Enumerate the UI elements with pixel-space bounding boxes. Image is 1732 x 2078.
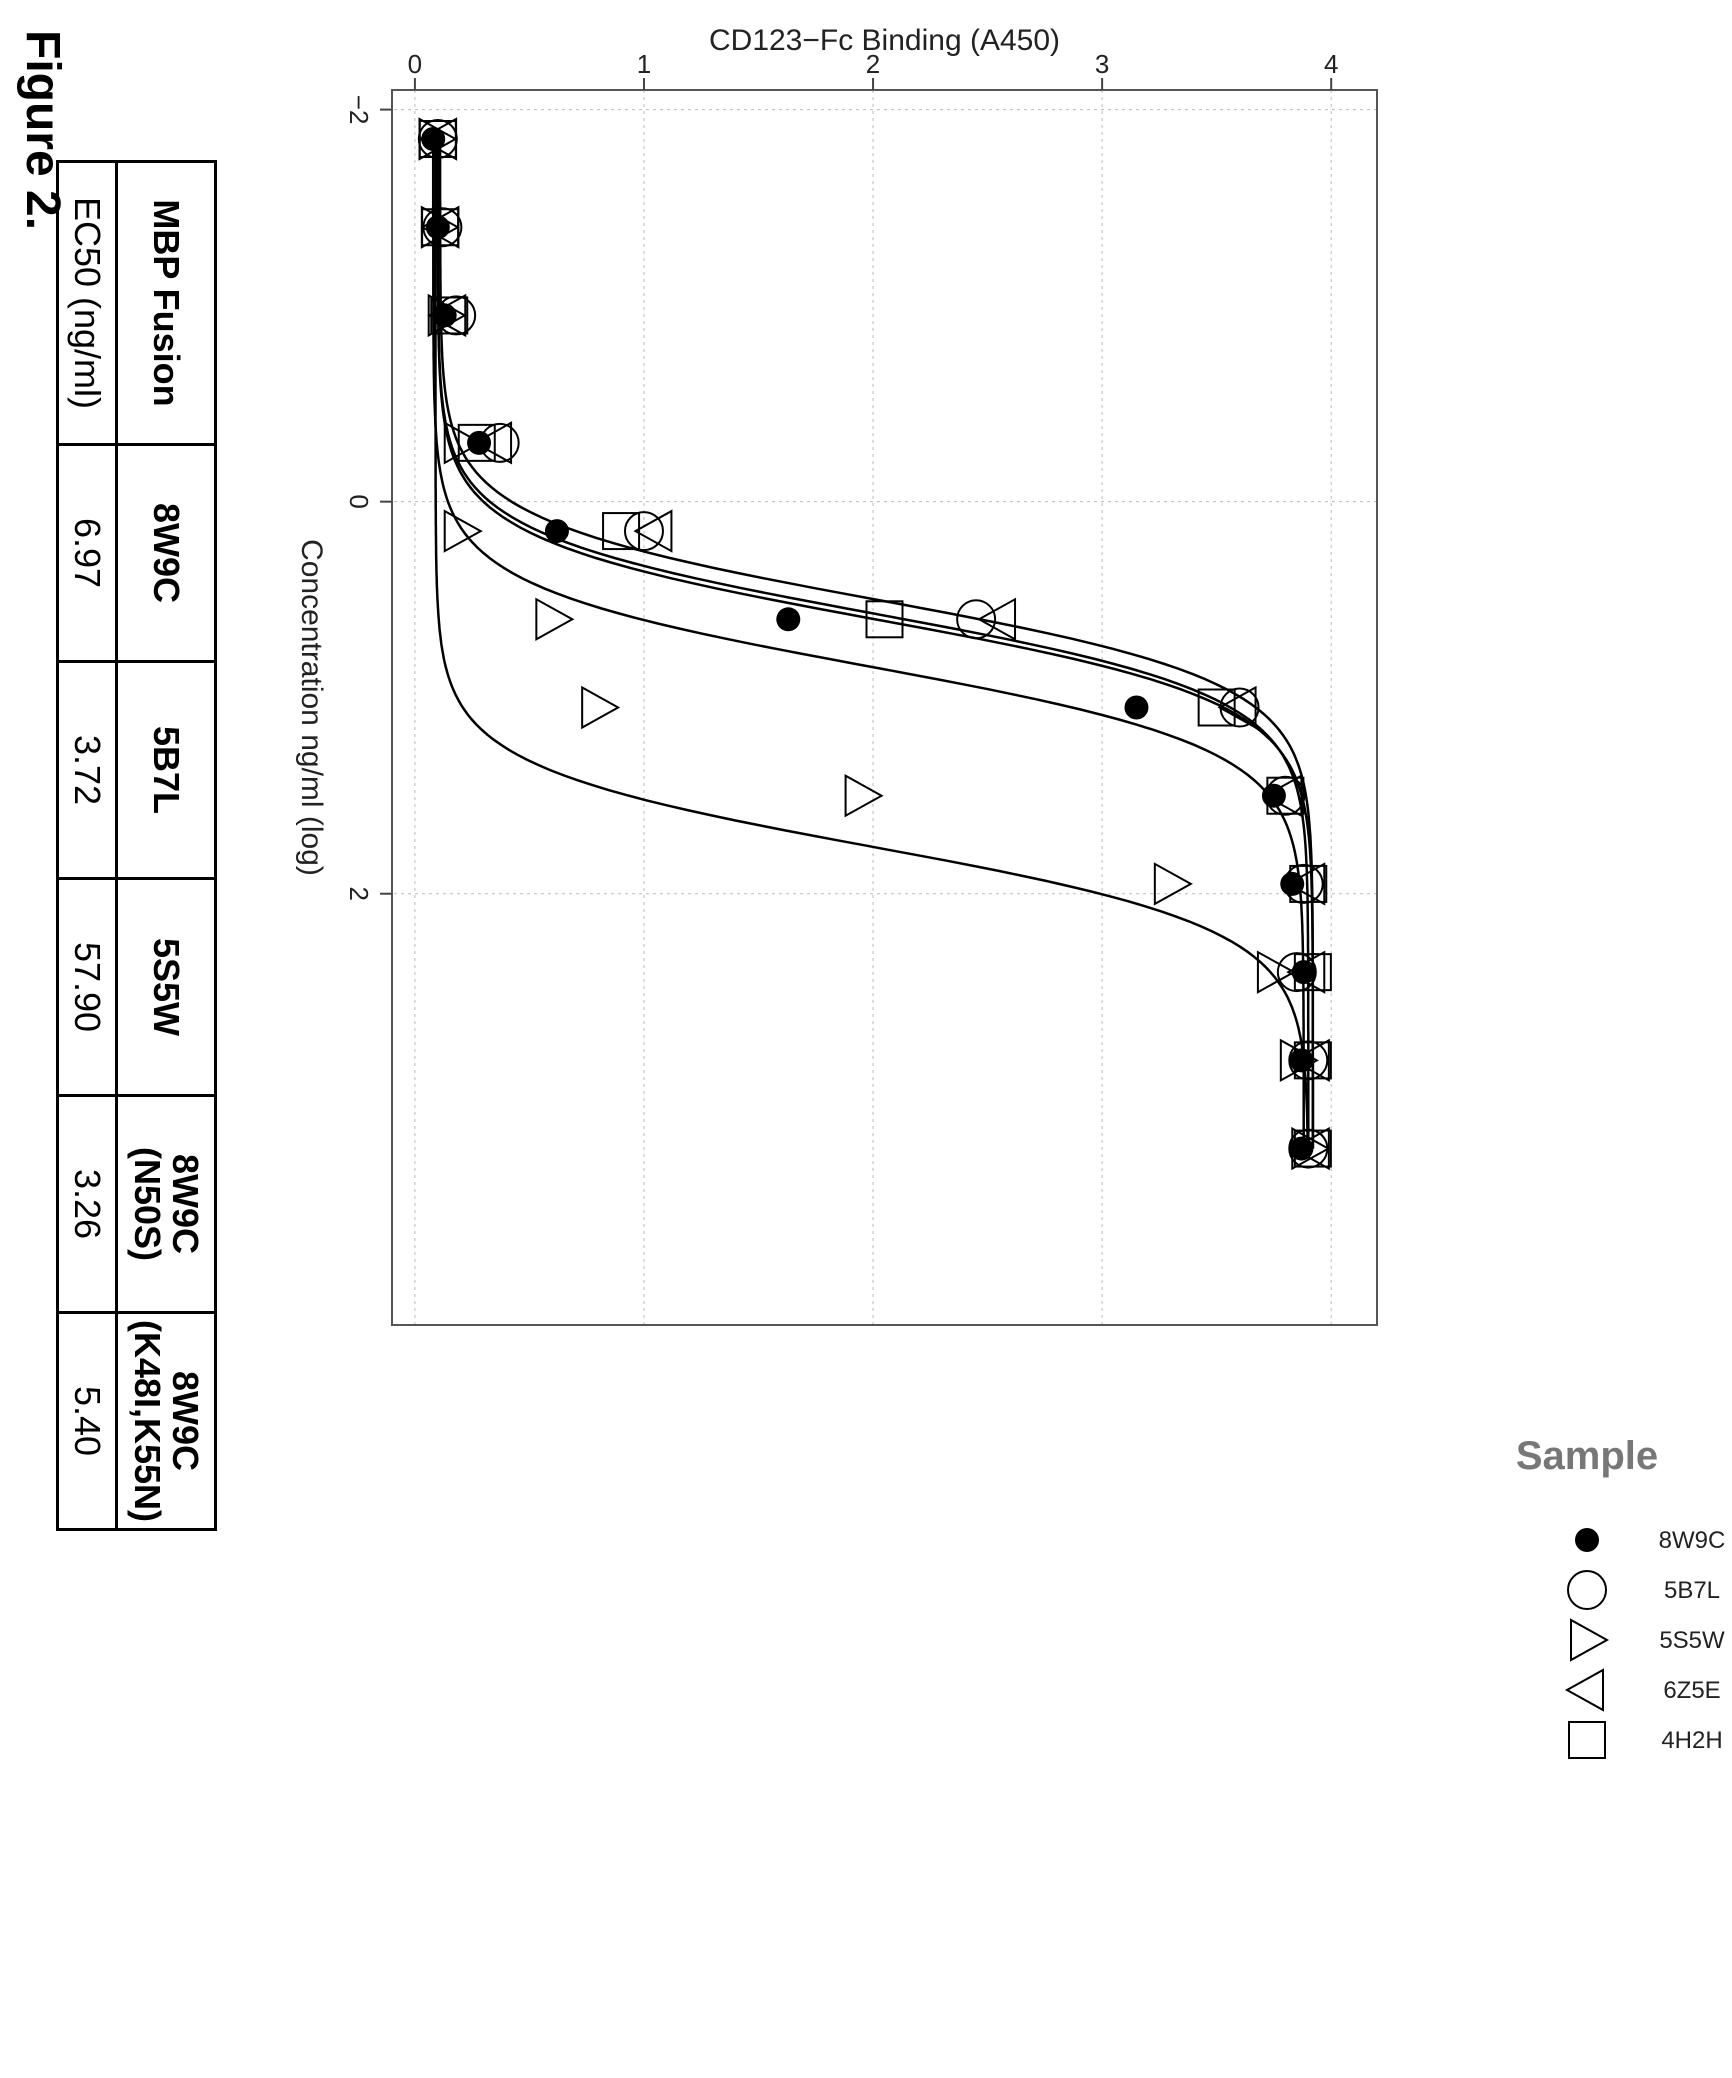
data-point [421, 208, 460, 247]
data-point [976, 597, 1017, 641]
legend-entry-label: 4H2H [1661, 1727, 1722, 1754]
table-value-row: EC50 (ng/ml) 6.97 3.72 57.90 3.26 5.40 [57, 161, 117, 1530]
data-point [1289, 864, 1328, 903]
legend-entry-label: 5S5W [1659, 1627, 1725, 1654]
data-point [1256, 950, 1296, 994]
data-point [430, 296, 469, 335]
table-header-label: MBP Fusion [116, 161, 216, 445]
table-header-cell: 8W9C (N50S) [116, 1095, 216, 1313]
data-point [1286, 862, 1326, 906]
table-header-row: MBP Fusion 8W9C 5B7L 5S5W 8W9C (N50S) 8W9C (K48… [116, 161, 216, 1530]
data-point [1293, 1129, 1332, 1168]
y-axis-label: CD123−Fc Binding (A450) [709, 24, 1060, 57]
data-point [427, 293, 467, 338]
x-tick-label: 2 [344, 886, 374, 900]
data-point [1290, 1038, 1330, 1083]
legend-marker [1567, 1570, 1607, 1610]
data-point [1293, 953, 1332, 992]
data-point [1290, 1126, 1330, 1171]
data-point [421, 127, 446, 152]
fit-curve [436, 139, 1315, 1149]
data-point [865, 600, 904, 639]
table-value-cell: 6.97 [57, 444, 117, 662]
y-tick-label: 4 [1324, 49, 1338, 79]
table-value-cell: 3.72 [57, 661, 117, 879]
data-point [473, 421, 513, 465]
data-point [1153, 862, 1193, 906]
data-point [623, 511, 664, 552]
table-row-label: EC50 (ng/ml) [57, 161, 117, 445]
data-points [417, 117, 1332, 1171]
data-point [1279, 1038, 1319, 1083]
y-tick-label: 1 [637, 49, 651, 79]
data-point [1124, 695, 1149, 720]
data-point [443, 421, 483, 465]
data-point [535, 597, 575, 641]
data-point [844, 774, 884, 818]
data-point [581, 685, 621, 730]
ec50-table: MBP Fusion 8W9C 5B7L 5S5W 8W9C (N50S) 8W9C (K48… [56, 160, 217, 1531]
y-tick-label: 3 [1095, 49, 1109, 79]
y-tick-label: 2 [866, 49, 880, 79]
data-point [418, 120, 457, 159]
data-point [1293, 1041, 1332, 1080]
legend-marker [1575, 1528, 1599, 1552]
data-point [1197, 688, 1236, 727]
legend-marker [1570, 1618, 1610, 1662]
fit-curve [434, 139, 1310, 1149]
table-value-cell: 57.90 [57, 878, 117, 1096]
x-tick-label: 0 [344, 494, 374, 508]
table-header-cell: 5B7L [116, 661, 216, 879]
legend-title: Sample [1516, 1434, 1658, 1478]
data-point [956, 599, 997, 640]
grid-lines [392, 90, 1377, 1325]
data-point [1286, 950, 1326, 994]
legend-marker [1564, 1668, 1604, 1712]
fit-curve [438, 139, 1315, 1149]
data-point [1263, 774, 1303, 818]
data-point [1266, 776, 1305, 815]
x-tick-label: −2 [344, 95, 374, 125]
y-tick-label: 0 [408, 49, 422, 79]
table-value-cell: 5.40 [57, 1312, 117, 1530]
data-point [443, 509, 483, 553]
data-point [457, 423, 496, 462]
table-header-cell: 8W9C [116, 444, 216, 662]
data-point [544, 519, 569, 544]
fit-curve [431, 139, 1305, 1149]
legend-entry-label: 6Z5E [1663, 1677, 1720, 1704]
axes: −2 0 2 0 1 2 3 4 [344, 49, 1338, 901]
legend-marker [1568, 1721, 1606, 1759]
legend-entry-label: 8W9C [1659, 1527, 1726, 1554]
plot-frame [391, 89, 1378, 1326]
data-point [602, 512, 641, 551]
x-axis-label: Concentration ng/ml (log) [295, 539, 328, 876]
table-header-cell: 8W9C (K48I,K55N) [116, 1312, 216, 1530]
data-point [776, 607, 801, 632]
legend: Sample 8W9C 5B7L 5S5W 6Z5E 4H2H [1516, 1434, 1726, 1759]
table-header-cell: 5S5W [116, 878, 216, 1096]
data-point [1217, 685, 1257, 730]
table-value-cell: 3.26 [57, 1095, 117, 1313]
data-point [633, 509, 673, 553]
legend-entry-label: 5B7L [1664, 1577, 1720, 1604]
